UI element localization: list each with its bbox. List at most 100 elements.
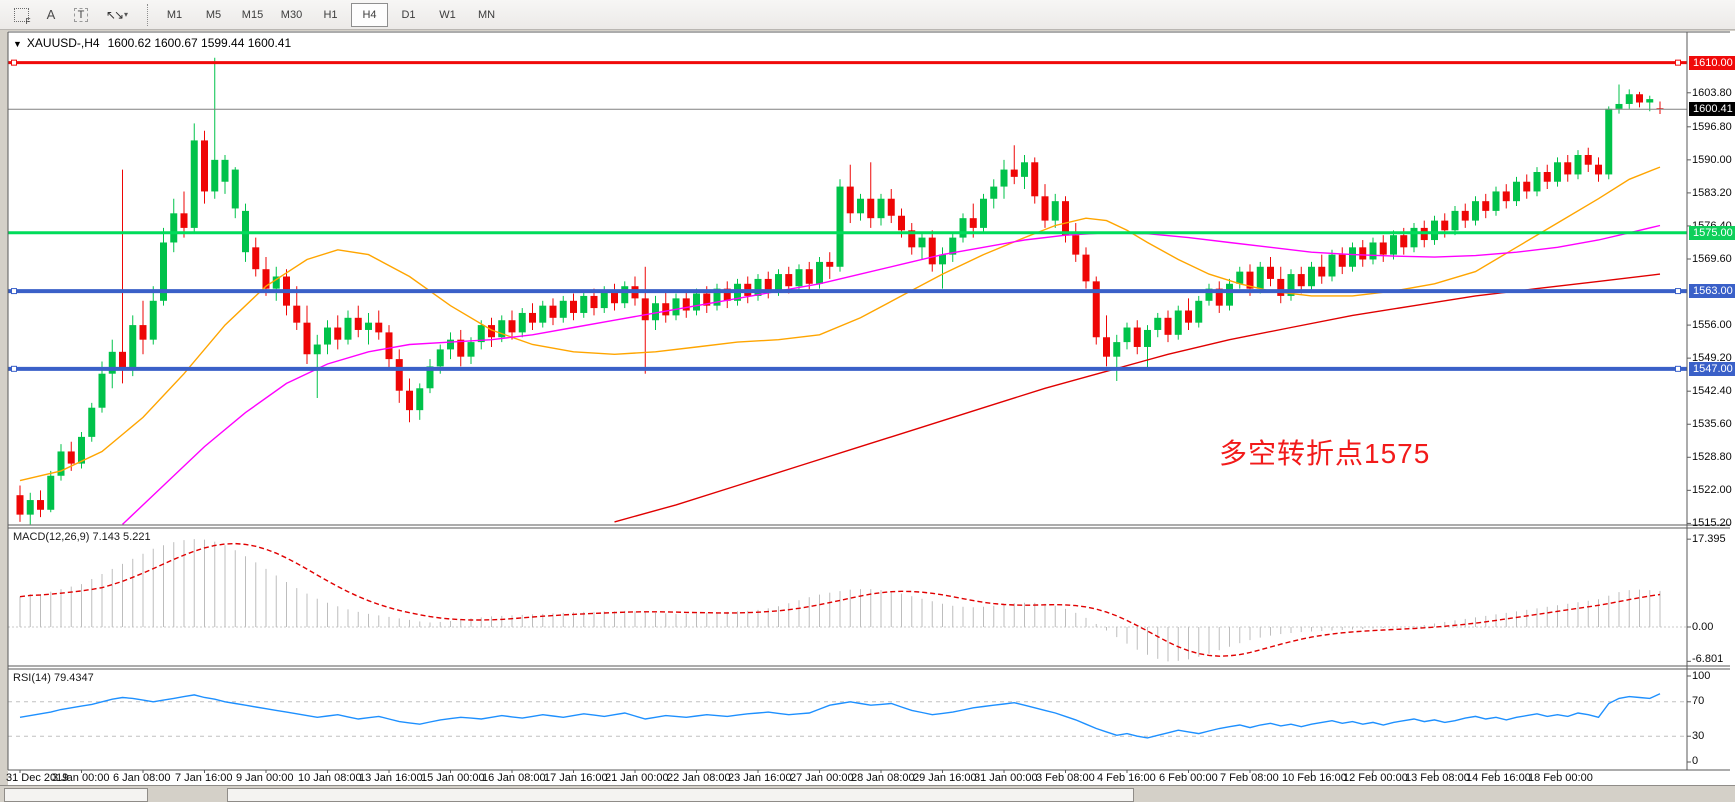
line-drag-handle [1675,59,1681,66]
candlestick [1123,327,1131,343]
candlestick [303,322,311,355]
price-tick-label: 1590.00 [1692,153,1732,166]
candlestick [1021,162,1028,177]
candlestick [1297,274,1305,287]
timeframe-button-d1[interactable]: D1 [401,8,416,21]
candlestick [1482,201,1490,211]
candlestick [939,254,946,265]
candlestick [1103,337,1110,357]
candlestick [662,303,670,316]
candlestick [1185,310,1192,323]
candlestick [1236,271,1244,284]
candlestick [1267,266,1274,279]
text-box-icon: T [73,7,89,22]
candlestick [1523,181,1531,192]
price-badge: 1563.00 [1689,284,1735,299]
candlestick [539,305,547,323]
top-toolbar: F A T ↖↘ ▾ M1 M5 M15 M30 H1 H4 D1 W1 MN [0,0,1735,30]
rsi-level-100-label: 100 [1692,670,1711,682]
ma-medium-line [122,224,1661,525]
time-axis-label: 21 Jan 00:00 [605,772,669,784]
candlestick [1595,164,1602,175]
candlestick [826,261,834,267]
bottom-panel-tab[interactable] [227,788,1134,802]
time-axis-label: 28 Jan 08:00 [851,772,915,784]
candlestick [1287,274,1295,296]
candlestick [887,198,895,216]
candlestick [1431,220,1438,241]
candlestick [26,500,34,515]
price-tick-label: 1535.60 [1692,418,1732,431]
candlestick [262,269,270,289]
timeframe-button-m15[interactable]: M15 [241,8,264,21]
time-axis-label: 18 Feb 00:00 [1528,772,1593,784]
candlestick [498,320,506,338]
text-label-tool-button[interactable]: A [36,2,66,28]
candlestick [1410,227,1418,248]
time-axis-label: 10 Feb 16:00 [1282,772,1347,784]
candlestick [785,274,793,287]
candlestick [170,213,178,243]
chart-expander-icon[interactable]: ▼ [13,39,22,49]
candlestick [129,325,137,369]
arrows-tool-button[interactable]: ↖↘ ▾ [96,2,138,28]
price-tick-label: 1603.80 [1692,86,1732,99]
timeframe-button-mn[interactable]: MN [477,8,496,21]
candlestick [1451,210,1459,231]
time-axis-label: 29 Jan 16:00 [913,772,977,784]
candlestick [1041,196,1049,221]
time-axis-label: 12 Feb 00:00 [1343,772,1408,784]
candlestick [1646,99,1654,103]
candlestick [672,298,680,316]
candlestick [1256,266,1264,289]
time-axis-label: 7 Jan 16:00 [175,772,233,784]
rsi-level-0-label: 0 [1692,755,1699,767]
candlestick [1226,283,1233,306]
candlestick [406,390,413,411]
candlestick [775,274,782,292]
candlestick [949,237,957,255]
time-axis-label: 27 Jan 00:00 [790,772,854,784]
candlestick [1349,247,1356,267]
candlestick [652,303,659,321]
timeframe-button-m5[interactable]: M5 [205,8,222,21]
bottom-panel-tab[interactable] [4,788,148,802]
chart-window[interactable] [8,31,1735,785]
candlestick [1277,278,1285,296]
line-drag-handle [11,59,17,66]
price-tick-label: 1549.20 [1692,352,1732,365]
candlestick [1513,181,1520,202]
grid-tool-button[interactable]: F [6,2,36,28]
candlestick [1461,210,1469,221]
timeframe-button-m30[interactable]: M30 [280,8,303,21]
timeframe-button-m1[interactable]: M1 [166,8,183,21]
candlestick [190,140,198,228]
grid-icon: F [13,7,31,26]
candlestick [272,276,280,289]
timeframe-button-w1[interactable]: W1 [439,8,456,21]
candlestick [867,198,875,219]
price-badge: 1600.41 [1689,102,1735,117]
ma-slow-line [614,273,1661,523]
candlestick [1174,310,1182,335]
candlestick [682,298,690,311]
candlestick [754,278,762,296]
candlestick [1636,94,1643,103]
time-axis-label: 6 Jan 08:00 [113,772,171,784]
candlestick [488,325,495,338]
timeframe-button-h1[interactable]: H1 [323,8,338,21]
macd-scale-min-label: -6.801 [1692,653,1724,665]
text-box-tool-button[interactable]: T [66,2,96,28]
candlestick [1543,172,1551,182]
timeframe-button-h4[interactable]: H4 [351,2,388,27]
candlestick [1492,191,1500,211]
candlestick [590,295,598,309]
candlestick [1328,254,1336,277]
candlestick [1113,342,1121,357]
candlestick [1308,266,1315,287]
candlestick [1359,247,1367,260]
rsi-level-30-label: 30 [1692,730,1705,742]
grid-icon-sub: F [25,16,31,26]
time-axis-label: 6 Feb 00:00 [1159,772,1218,784]
